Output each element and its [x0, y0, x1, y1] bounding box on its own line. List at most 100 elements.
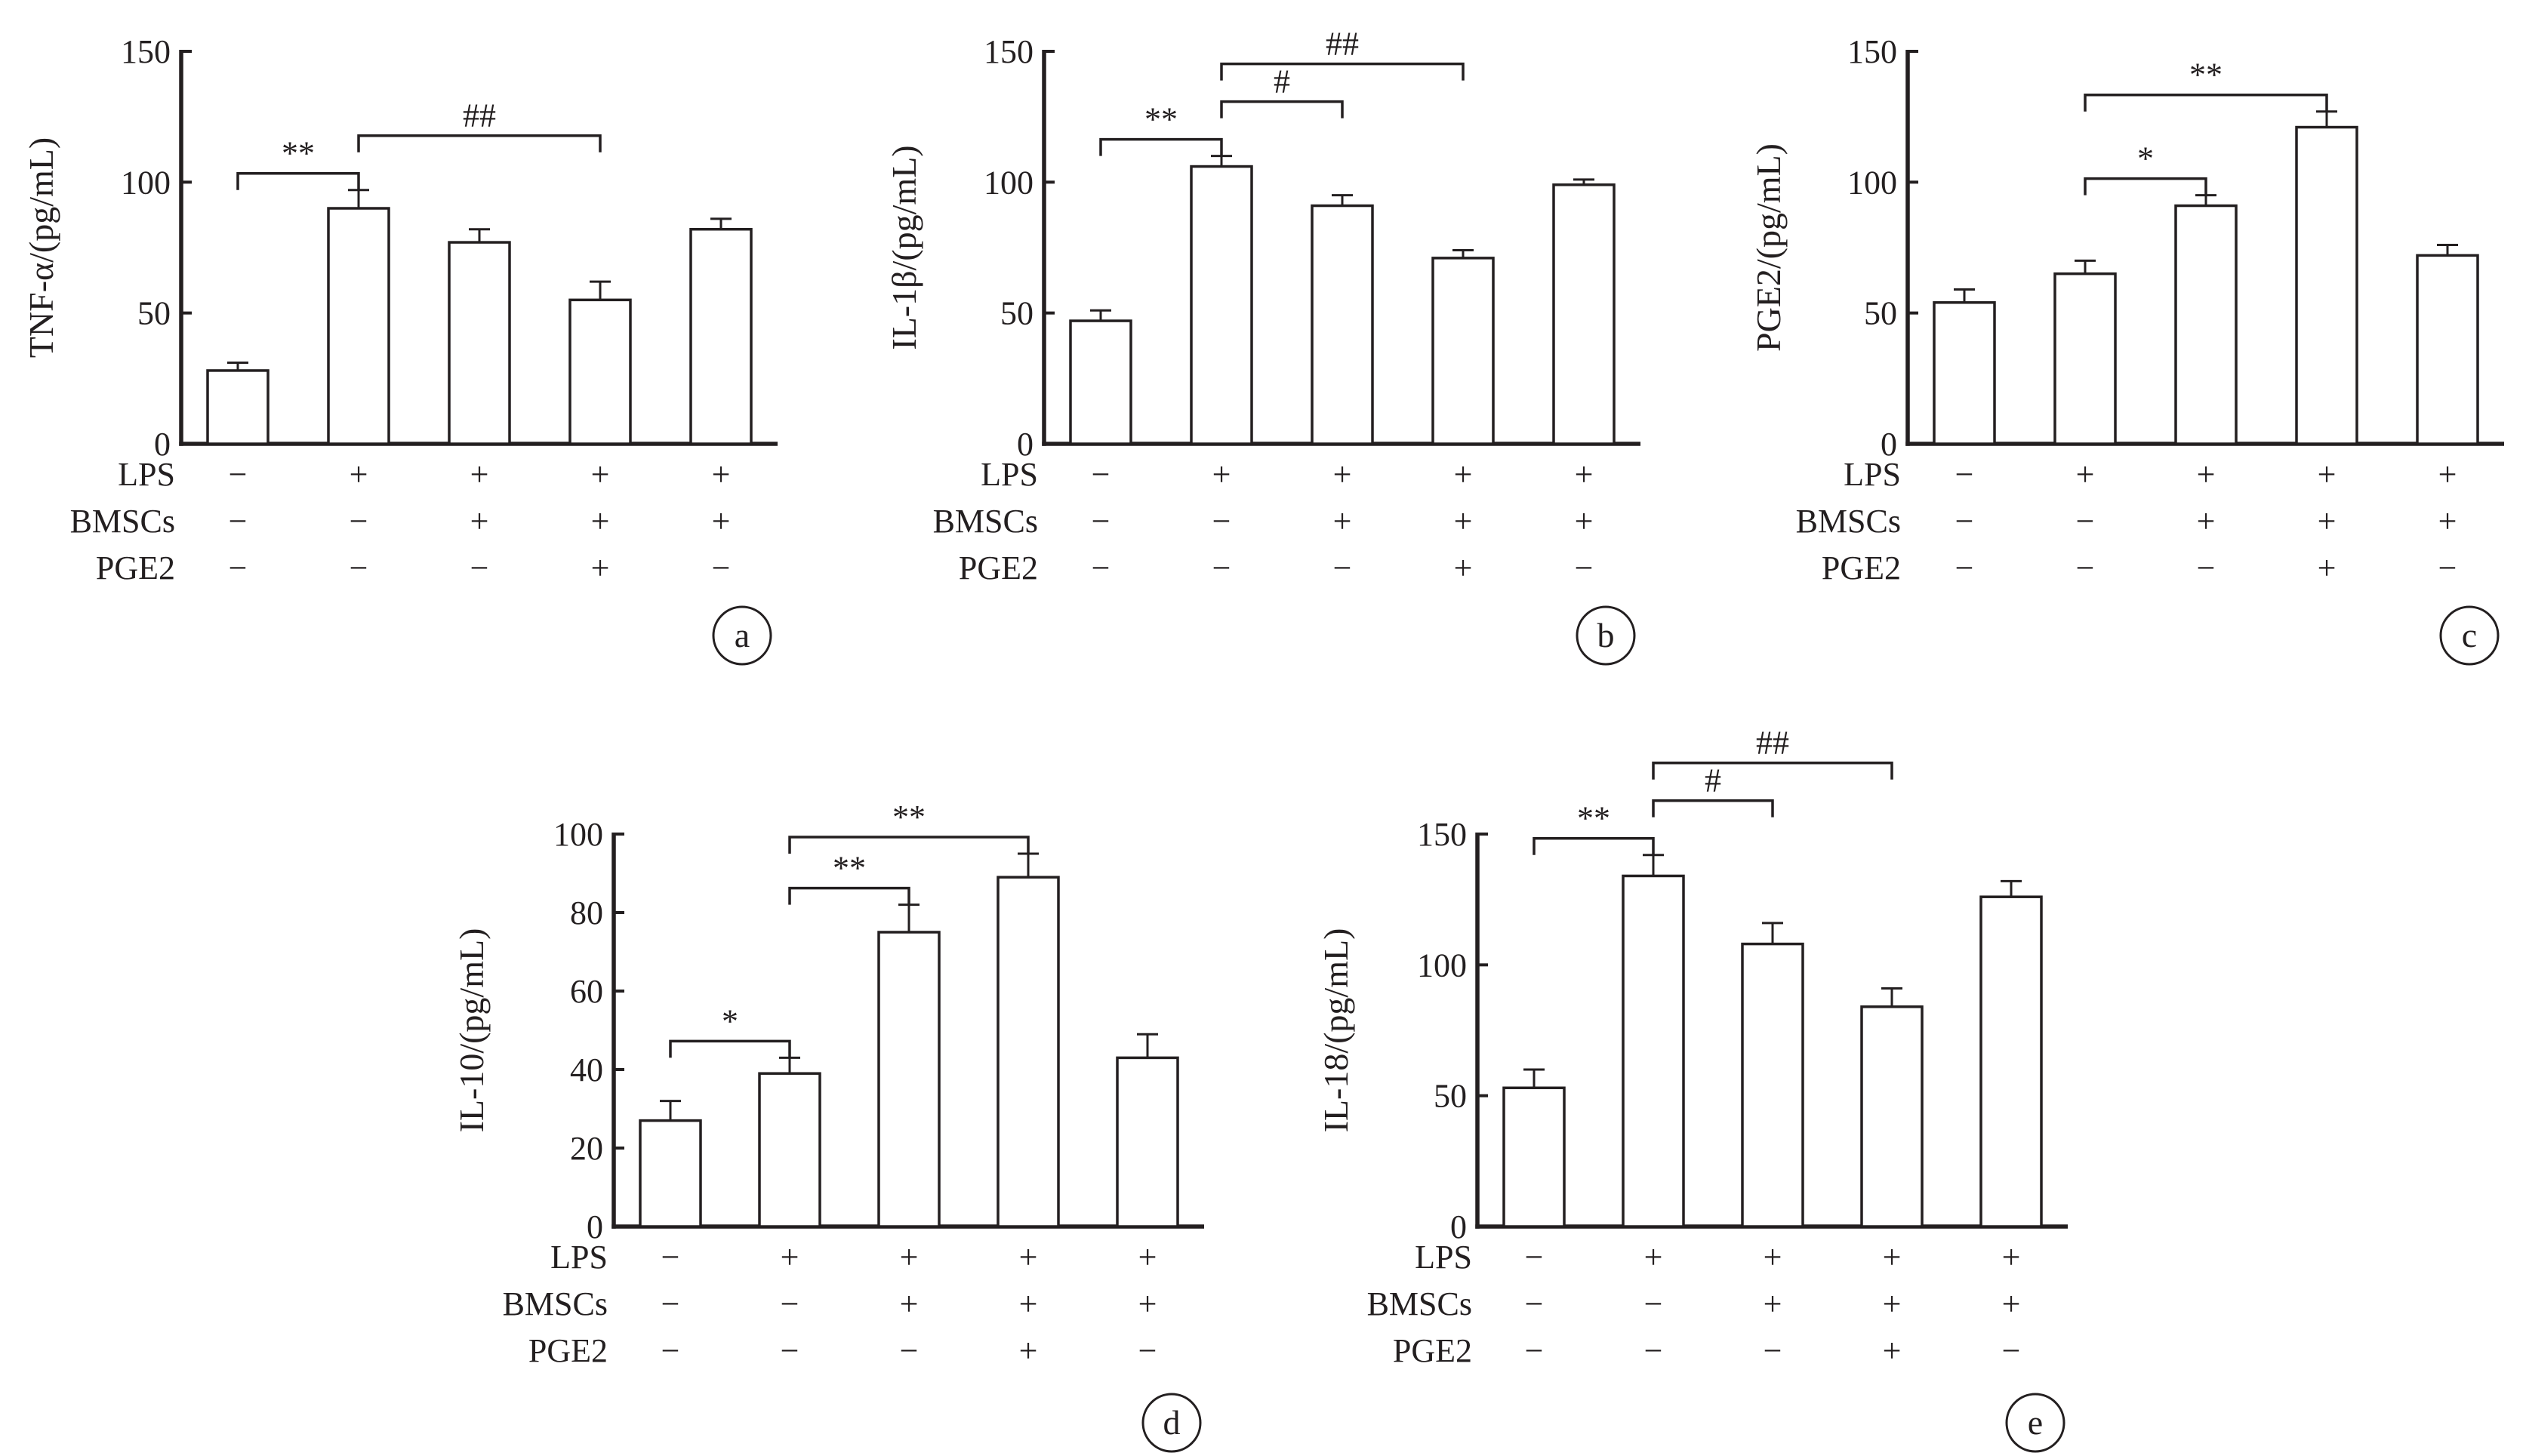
panel-letter: e — [2028, 1403, 2043, 1442]
condition-sign: − — [350, 549, 368, 586]
significance-bracket — [357, 134, 602, 152]
condition-label-pge2: PGE2 — [1822, 549, 1901, 586]
significance-label: ## — [463, 97, 496, 134]
y-axis-label: PGE2/(pg/mL) — [1749, 143, 1788, 352]
panel-letter: c — [2462, 616, 2477, 654]
bar — [1622, 874, 1685, 1228]
condition-sign: + — [350, 456, 368, 493]
condition-sign: + — [1333, 456, 1352, 493]
bar — [758, 1072, 821, 1228]
y-tick-label: 100 — [121, 164, 171, 201]
condition-sign: − — [1575, 549, 1594, 586]
condition-sign: + — [900, 1239, 919, 1276]
condition-sign: + — [591, 503, 610, 540]
condition-sign: − — [2076, 549, 2095, 586]
bar — [327, 207, 390, 445]
y-axis-label: IL-10/(pg/mL) — [452, 928, 491, 1133]
condition-sign: + — [1883, 1332, 1902, 1369]
y-tick-label: 100 — [553, 816, 603, 853]
panel-letter: d — [1163, 1403, 1181, 1442]
y-tick-label: 50 — [1000, 295, 1034, 332]
bar — [1502, 1086, 1566, 1228]
condition-sign: + — [1019, 1285, 1038, 1322]
significance-bracket — [1220, 100, 1344, 119]
condition-label-bmscs: BMSCs — [1367, 1285, 1472, 1322]
condition-sign: − — [1764, 1332, 1782, 1369]
condition-sign: + — [1212, 456, 1231, 493]
y-tick-label: 100 — [1417, 947, 1467, 983]
condition-sign: − — [781, 1332, 799, 1369]
condition-sign: + — [1019, 1332, 1038, 1369]
condition-sign: + — [1454, 456, 1473, 493]
condition-sign: − — [1525, 1239, 1544, 1276]
condition-sign: − — [712, 549, 731, 586]
condition-sign: − — [1525, 1332, 1544, 1369]
significance-bracket — [1099, 137, 1223, 156]
bar — [448, 241, 511, 445]
condition-sign: − — [470, 549, 489, 586]
condition-sign: + — [2197, 456, 2216, 493]
condition-sign: − — [1092, 503, 1111, 540]
significance-label: * — [722, 1002, 738, 1039]
significance-label: # — [1274, 63, 1290, 100]
significance-label: ## — [1326, 26, 1359, 63]
condition-label-lps: LPS — [1415, 1239, 1472, 1276]
significance-bracket — [1652, 761, 1893, 780]
condition-sign: − — [661, 1239, 680, 1276]
condition-label-pge2: PGE2 — [959, 549, 1038, 586]
bar — [1552, 183, 1616, 445]
condition-sign: − — [661, 1285, 680, 1322]
condition-sign: + — [900, 1285, 919, 1322]
condition-sign: − — [229, 503, 248, 540]
y-tick-label: 0 — [1450, 1208, 1467, 1245]
condition-sign: − — [229, 456, 248, 493]
condition-sign: − — [781, 1285, 799, 1322]
condition-sign: − — [1644, 1332, 1663, 1369]
condition-label-lps: LPS — [118, 456, 175, 493]
condition-sign: + — [2318, 503, 2337, 540]
bar — [568, 298, 632, 445]
y-tick-label: 80 — [570, 894, 603, 931]
condition-sign: + — [1138, 1239, 1157, 1276]
condition-label-lps: LPS — [981, 456, 1038, 493]
condition-label-bmscs: BMSCs — [70, 503, 175, 540]
bar — [1860, 1005, 1924, 1228]
y-tick-label: 0 — [587, 1208, 603, 1245]
panel-letter-circle — [2005, 1393, 2065, 1453]
chart-panel-a: 0 50 100 150 TNF-α/(pg/mL) ** ## LPS − + + + + BMSCs −… — [22, 33, 778, 666]
bar — [1069, 319, 1132, 445]
condition-sign: + — [2002, 1239, 2021, 1276]
significance-label: # — [1705, 762, 1721, 799]
condition-sign: + — [591, 549, 610, 586]
condition-sign: + — [712, 503, 731, 540]
y-tick-label: 150 — [984, 33, 1034, 70]
condition-sign: − — [2076, 503, 2095, 540]
y-tick-label: 60 — [570, 973, 603, 1010]
condition-sign: − — [1955, 549, 1974, 586]
condition-label-pge2: PGE2 — [1393, 1332, 1472, 1369]
condition-sign: − — [900, 1332, 919, 1369]
bar — [1190, 165, 1253, 445]
condition-sign: − — [229, 549, 248, 586]
condition-label-bmscs: BMSCs — [1796, 503, 1901, 540]
bar — [1979, 895, 2043, 1228]
condition-sign: − — [2002, 1332, 2021, 1369]
significance-bracket — [788, 886, 910, 905]
condition-sign: − — [1955, 503, 1974, 540]
condition-sign: − — [350, 503, 368, 540]
condition-sign: + — [1644, 1239, 1663, 1276]
condition-sign: + — [1454, 549, 1473, 586]
significance-label: ** — [282, 135, 315, 172]
y-tick-label: 150 — [121, 33, 171, 70]
condition-sign: − — [1333, 549, 1352, 586]
y-tick-label: 20 — [570, 1130, 603, 1167]
y-tick-label: 50 — [1864, 295, 1897, 332]
condition-sign: − — [1212, 549, 1231, 586]
condition-sign: + — [2438, 503, 2457, 540]
condition-sign: + — [2197, 503, 2216, 540]
condition-sign: + — [1883, 1285, 1902, 1322]
significance-label: ** — [892, 799, 926, 836]
bar — [2174, 204, 2238, 445]
